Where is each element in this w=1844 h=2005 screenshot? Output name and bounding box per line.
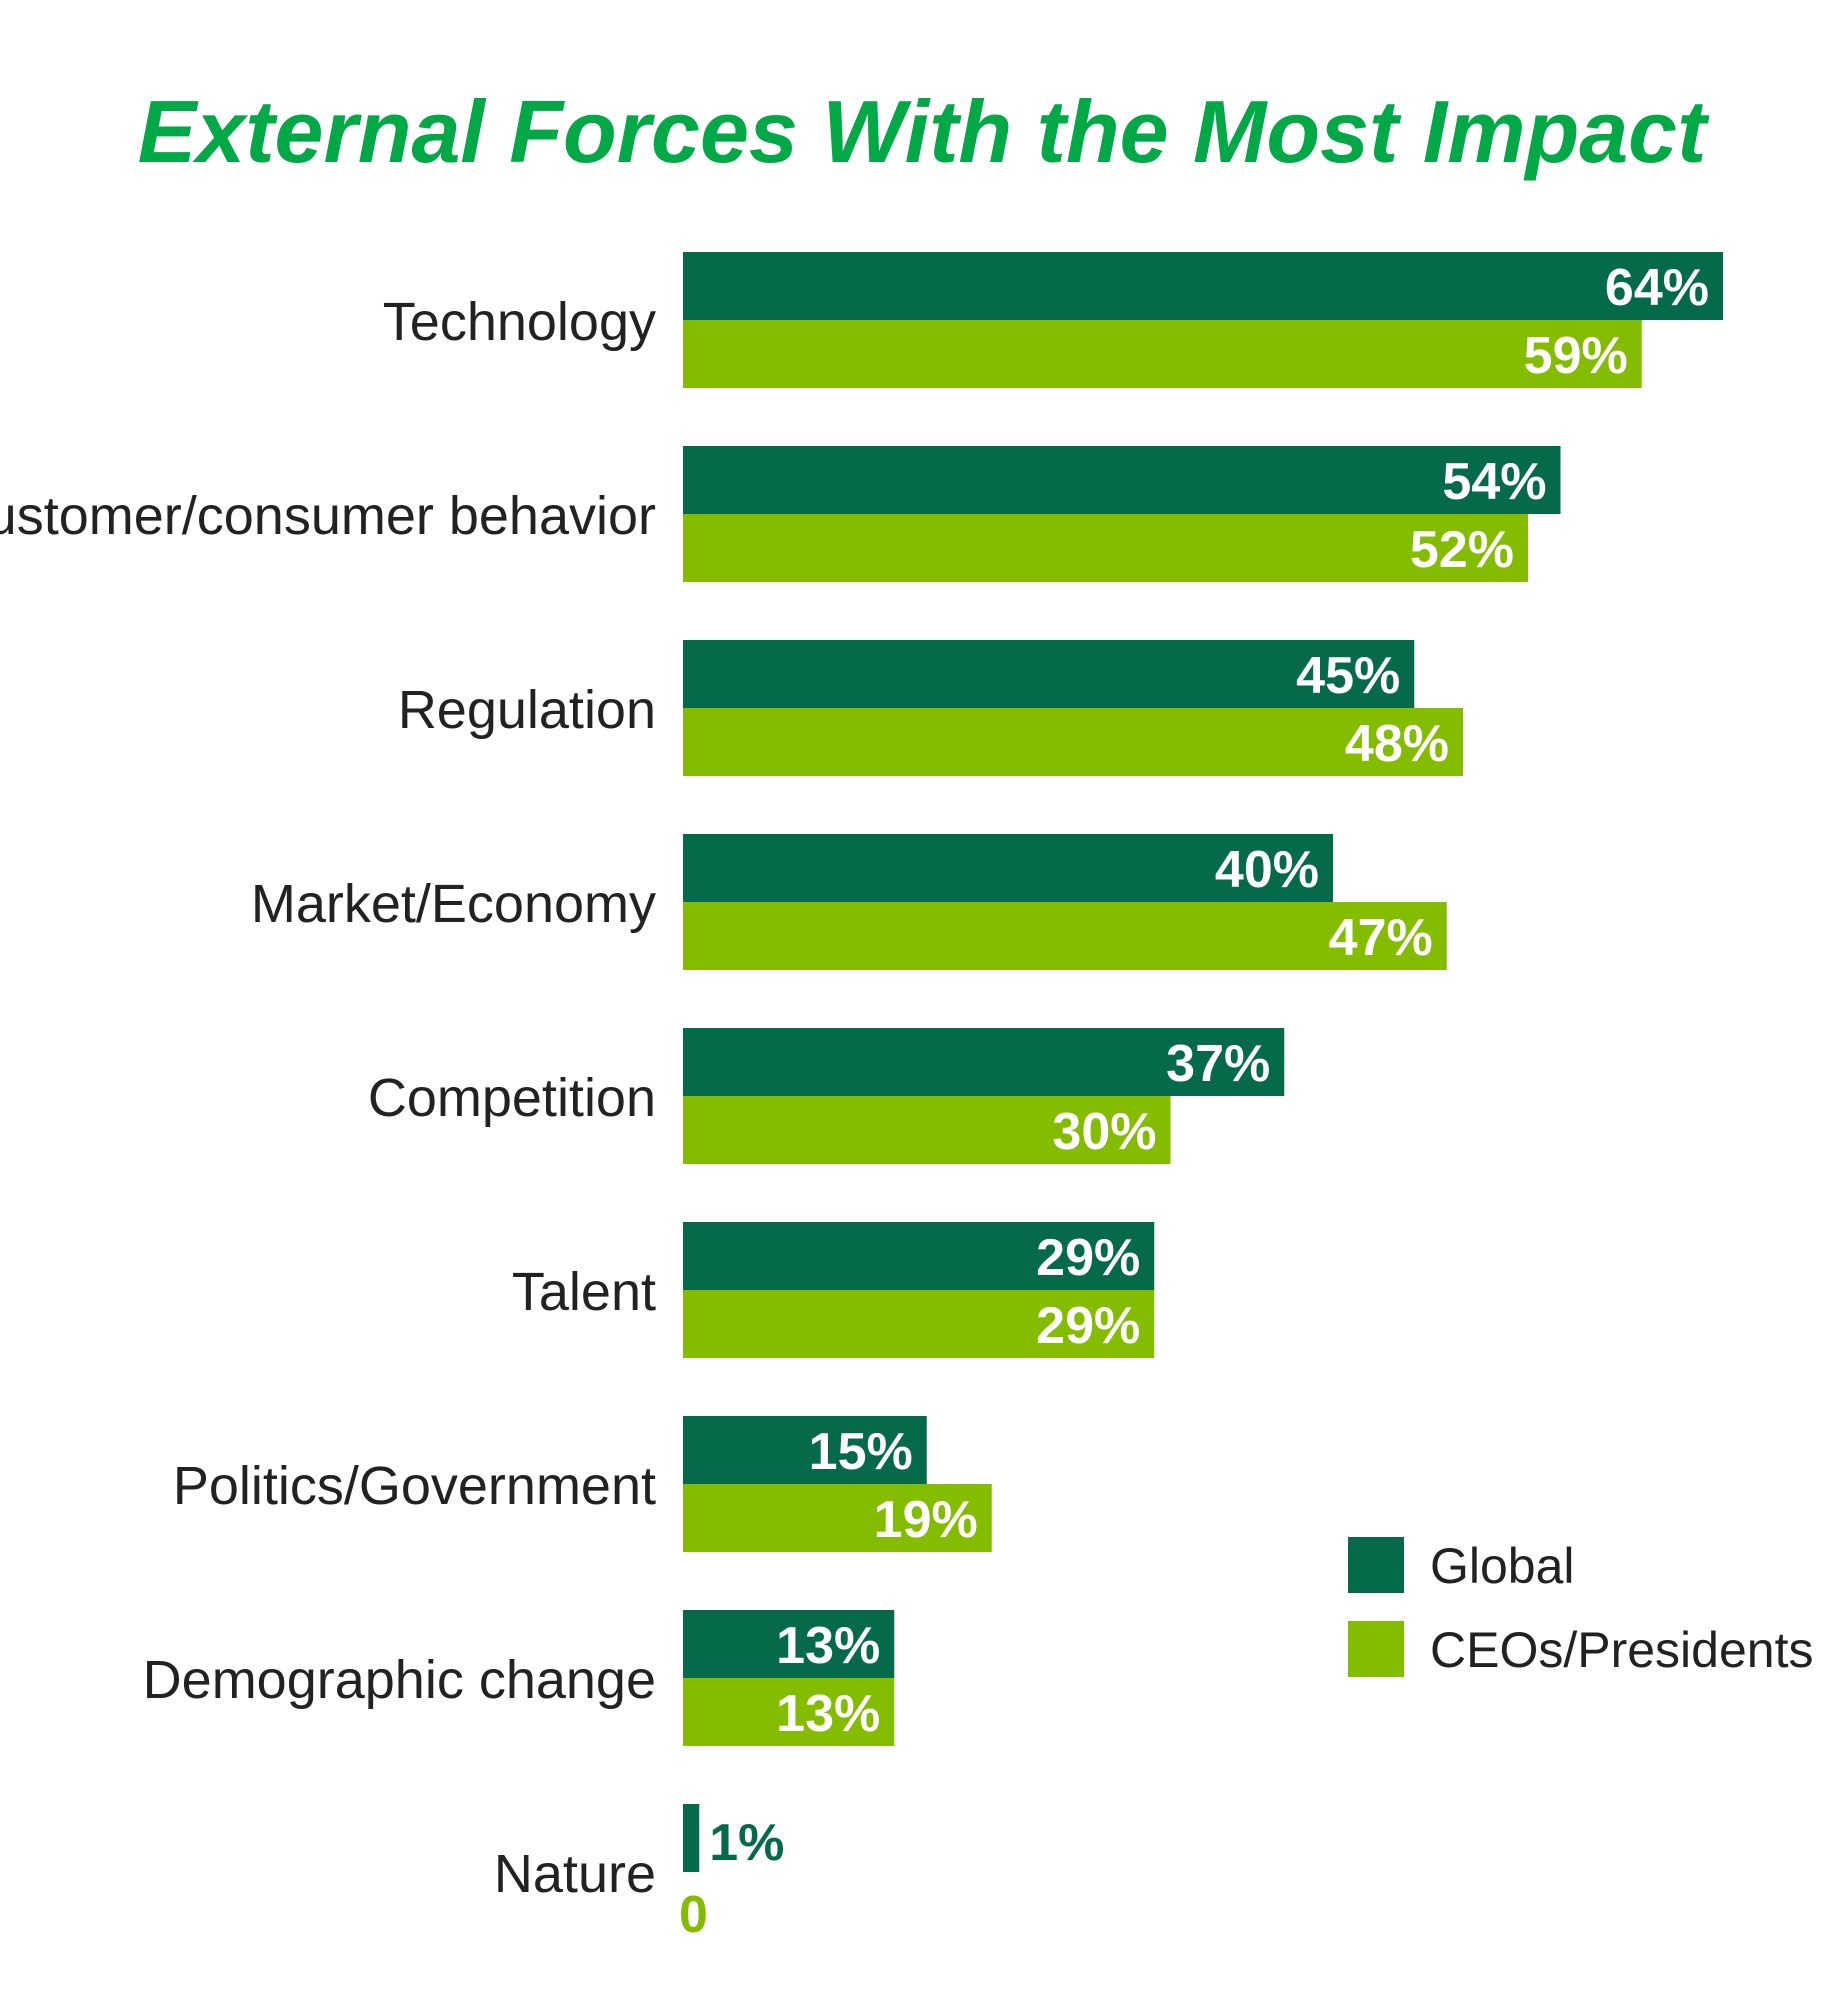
data-label-ceo: 19% (874, 1491, 978, 1549)
legend-swatch-global (1348, 1537, 1404, 1593)
data-label-global: 54% (1442, 453, 1546, 511)
legend-label-ceo: CEOs/Presidents (1430, 1622, 1813, 1678)
bar-global (683, 1610, 895, 1678)
bar-ceo (683, 1096, 1171, 1164)
bar-group: Technology 64% 59% (383, 252, 1723, 388)
bar-global (683, 1804, 700, 1872)
category-label: Regulation (398, 680, 656, 740)
data-label-global: 40% (1215, 841, 1319, 899)
bar-ceo (683, 1678, 895, 1746)
bar-ceo (683, 1290, 1155, 1358)
category-label: Nature (494, 1844, 656, 1904)
category-label: Market/Economy (251, 874, 656, 934)
data-label-ceo: 52% (1410, 521, 1514, 579)
bar-global (683, 446, 1561, 514)
bar-global (683, 1028, 1285, 1096)
legend-swatch-ceo (1348, 1621, 1404, 1677)
data-label-ceo: 59% (1524, 327, 1628, 385)
bar-global (683, 640, 1415, 708)
data-label-global: 64% (1605, 259, 1709, 317)
data-label-ceo: 29% (1036, 1297, 1140, 1355)
chart-title: External Forces With the Most Impact (138, 82, 1711, 181)
bar-group: Demographic change 13% 13% (143, 1610, 895, 1746)
category-label: Politics/Government (173, 1456, 656, 1516)
data-label-global: 13% (776, 1617, 880, 1675)
bar-global (683, 252, 1723, 320)
data-label-global: 29% (1036, 1229, 1140, 1287)
data-label-global: 37% (1166, 1035, 1270, 1093)
data-label-global: 45% (1296, 647, 1400, 705)
bar-ceo (683, 902, 1447, 970)
bars-layer: Technology 64% 59% Customer/consumer behavi… (0, 252, 1723, 1944)
category-label: Demographic change (143, 1650, 656, 1710)
bar-ceo (683, 514, 1528, 582)
bar-ceo (683, 320, 1642, 388)
bar-global (683, 1222, 1155, 1290)
category-label: Talent (512, 1262, 656, 1322)
category-label: Customer/consumer behavior (0, 486, 656, 546)
category-label: Competition (368, 1068, 656, 1128)
legend-label-global: Global (1430, 1538, 1575, 1594)
data-label-global: 1% (709, 1814, 784, 1872)
data-label-global: 15% (809, 1423, 913, 1481)
bar-ceo (683, 708, 1463, 776)
data-label-ceo: 47% (1329, 909, 1433, 967)
bar-ceo (683, 1484, 992, 1552)
bar-group: Regulation 45% 48% (398, 640, 1463, 776)
bar-group: Nature 1%0 (494, 1804, 784, 1944)
bar-global (683, 834, 1333, 902)
bar-group: Customer/consumer behavior 54% 52% (0, 446, 1561, 582)
bar-group: Market/Economy 40%47% (251, 834, 1447, 970)
data-label-ceo: 48% (1345, 715, 1449, 773)
legend: Global CEOs/Presidents (1348, 1537, 1813, 1678)
bar-group: Competition 37%30% (368, 1028, 1285, 1164)
data-label-ceo: 0 (679, 1886, 708, 1944)
bar-group: Talent 29% 29% (512, 1222, 1155, 1358)
bar-global (683, 1416, 927, 1484)
category-label: Technology (383, 292, 656, 352)
data-label-ceo: 30% (1052, 1103, 1156, 1161)
bar-group: Politics/Government 15% 19% (173, 1416, 992, 1552)
data-label-ceo: 13% (776, 1685, 880, 1743)
